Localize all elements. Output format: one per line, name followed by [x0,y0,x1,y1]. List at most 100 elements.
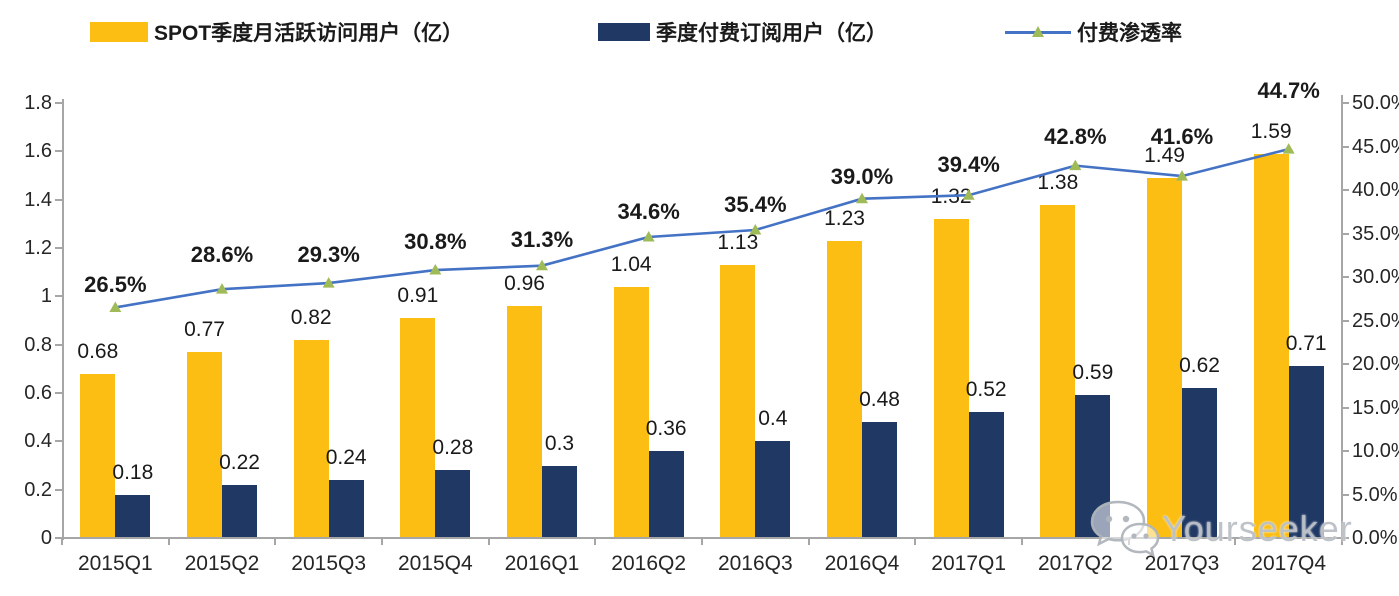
subs-bar [862,422,897,538]
mau-value-label: 1.04 [610,252,652,276]
left-axis-tick-label: 1 [40,285,52,308]
right-axis-tick-label: 5.0% [1352,483,1398,506]
x-axis-tick [61,538,63,545]
left-axis-tick [55,343,62,346]
penetration-line [115,147,1289,309]
subs-value-label: 0.36 [645,417,687,440]
mau-bar [293,339,329,538]
x-axis-tick [594,538,597,545]
mau-bar [187,351,222,538]
subs-value-label: 0.48 [859,388,900,411]
left-axis-tick-label: 1.2 [24,237,52,259]
x-axis-label: 2015Q3 [291,552,367,575]
left-axis-tick-label: 1.6 [24,140,52,163]
subs-value-label: 0.71 [1285,332,1327,356]
left-axis-tick [55,488,62,491]
right-axis-tick-label: 45.0% [1352,135,1399,158]
penetration-value-label: 26.5% [84,272,147,298]
x-axis-baseline [62,537,1342,539]
left-axis-tick [55,392,62,394]
subs-value-label: 0.62 [1179,354,1220,378]
left-axis-tick-label: 1.8 [24,92,52,114]
left-axis-tick [55,295,62,298]
triangle-marker-icon [1282,143,1295,154]
right-axis-tick [1342,493,1349,496]
subs-bar [968,412,1004,538]
penetration-legend-marker [1005,22,1071,42]
left-axis-tick-label: 0 [40,527,52,549]
right-axis-tick [1342,276,1349,278]
mau-value-label: 1.32 [930,185,972,208]
x-axis-tick [914,538,917,545]
mau-value-label: 1.59 [1250,119,1292,143]
triangle-marker-icon [429,264,442,275]
right-axis-line [1341,95,1343,540]
subs-bar [1182,388,1217,538]
penetration-value-label: 39.4% [937,152,1000,178]
left-axis-tick-label: 1.4 [24,188,52,211]
x-axis-label: 2016Q4 [824,552,900,575]
right-axis-tick [1342,537,1349,539]
triangle-marker-icon [856,192,868,204]
penetration-value-label: 31.3% [510,226,574,252]
subs-bar [435,470,471,538]
x-axis-tick [807,538,810,545]
penetration-value-label: 44.7% [1257,78,1320,104]
mau-legend-swatch [90,22,148,42]
penetration-value-label: 29.3% [297,242,360,268]
right-axis-tick [1342,232,1349,235]
right-axis-tick [1342,363,1349,365]
triangle-marker-icon [1032,26,1044,37]
subs-bar [542,465,577,538]
x-axis-tick [1341,538,1343,545]
left-axis-tick-label: 0.8 [24,333,52,356]
triangle-marker-icon [216,283,228,294]
mau-bar [400,318,436,538]
mau-value-label: 1.38 [1037,170,1079,194]
triangle-marker-icon [536,259,548,271]
triangle-marker-icon [109,301,122,312]
subs-legend-swatch [598,23,650,41]
penetration-value-label: 30.8% [404,229,467,255]
subs-bar [1288,366,1324,538]
mau-value-label: 0.96 [504,272,545,295]
right-axis-tick [1342,102,1349,104]
subs-value-label: 0.4 [758,407,788,431]
x-axis-label: 2015Q2 [184,552,260,575]
x-axis-label: 2015Q4 [397,552,473,575]
subs-bar [648,451,684,538]
subs-value-label: 0.3 [544,431,575,455]
x-axis-tick [1127,538,1130,545]
right-axis-tick-label: 0.0% [1352,527,1398,549]
left-axis-tick [55,247,62,249]
mau-bar [720,264,756,538]
left-axis-tick [55,537,62,539]
left-axis-tick-label: 0.6 [24,382,52,404]
x-axis-label: 2017Q4 [1251,552,1327,575]
subs-value-label: 0.24 [325,446,367,469]
right-axis-tick [1342,145,1349,148]
subs-value-label: 0.28 [432,436,474,460]
left-axis-tick [55,150,62,153]
x-axis-tick [274,538,277,545]
x-axis-label: 2017Q3 [1144,552,1220,575]
mau-value-label: 0.91 [397,284,439,308]
mau-bar [613,286,649,538]
left-axis-tick-label: 0.4 [24,430,52,453]
subs-bar [328,480,364,538]
right-axis-tick [1342,450,1349,452]
penetration-value-label: 41.6% [1150,124,1214,150]
subs-bar [755,441,791,538]
x-axis-label: 2016Q2 [611,552,687,575]
x-axis-tick [381,538,383,545]
penetration-value-label: 42.8% [1044,123,1107,149]
right-axis-tick-label: 40.0% [1352,179,1399,201]
x-axis-label: 2017Q1 [931,552,1007,575]
x-axis-label: 2017Q2 [1037,552,1113,575]
penetration-value-label: 28.6% [190,242,254,268]
subs-bar [115,494,151,538]
x-axis-label: 2016Q1 [504,552,580,575]
right-axis-tick-label: 50.0% [1352,92,1399,114]
mau-bar [507,306,542,538]
